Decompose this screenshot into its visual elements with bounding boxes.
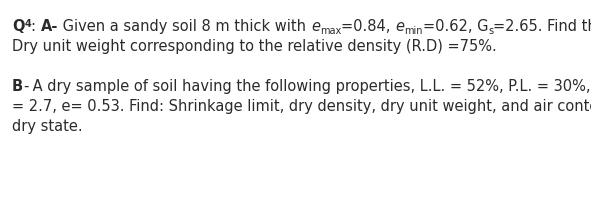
Text: =0.84,: =0.84,	[341, 19, 395, 34]
Text: s: s	[488, 26, 493, 36]
Text: :: :	[31, 19, 41, 34]
Text: -: -	[23, 79, 28, 94]
Text: max: max	[320, 26, 341, 36]
Text: dry state.: dry state.	[12, 119, 83, 134]
Text: =2.65. Find the: =2.65. Find the	[493, 19, 591, 34]
Text: A dry sample of soil having the following properties, L.L. = 52%, P.L. = 30%, Gs: A dry sample of soil having the followin…	[28, 79, 591, 94]
Text: Dry unit weight corresponding to the relative density (R.D) =75%.: Dry unit weight corresponding to the rel…	[12, 39, 497, 54]
Text: min: min	[404, 26, 423, 36]
Text: e: e	[311, 19, 320, 34]
Text: = 2.7, e= 0.53. Find: Shrinkage limit, dry density, dry unit weight, and air con: = 2.7, e= 0.53. Find: Shrinkage limit, d…	[12, 99, 591, 114]
Text: A-: A-	[41, 19, 59, 34]
Text: =0.62, G: =0.62, G	[423, 19, 488, 34]
Text: 4: 4	[24, 19, 31, 29]
Text: Given a sandy soil 8 m thick with: Given a sandy soil 8 m thick with	[59, 19, 311, 34]
Text: B: B	[12, 79, 23, 94]
Text: Q: Q	[12, 19, 24, 34]
Text: e: e	[395, 19, 404, 34]
